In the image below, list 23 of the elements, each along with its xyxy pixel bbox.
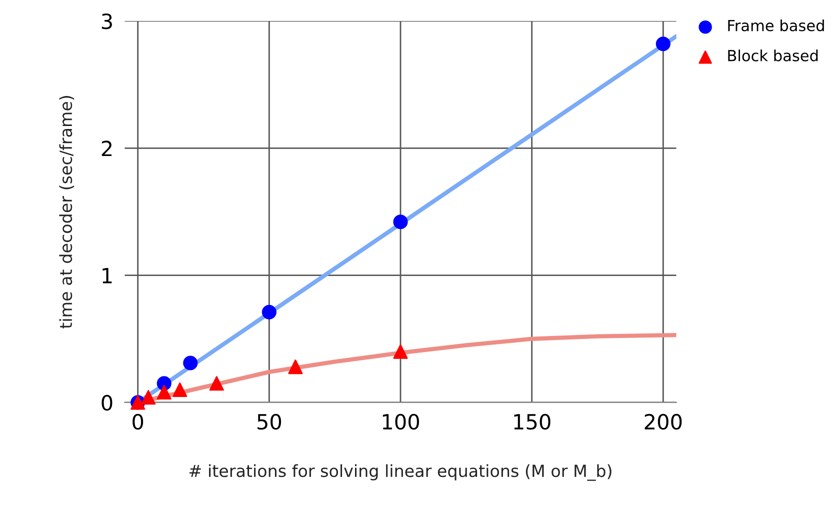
point (656, 36, 670, 52)
legend-label: Frame based (728, 19, 824, 32)
y-tick-label: 3 (102, 13, 112, 30)
point (262, 304, 276, 320)
y-axis-title: time at decoder (sec/frame) (59, 96, 74, 328)
x-tick-label: 150 (514, 414, 550, 430)
point (183, 356, 198, 370)
x-tick-label: 100 (382, 414, 420, 430)
point (141, 390, 156, 405)
x-axis-title: # iterations for solving linear equations (M or M_b) (189, 464, 612, 481)
x-tick-label: 50 (258, 414, 282, 430)
y-tick-label: 2 (102, 140, 112, 156)
point (288, 360, 303, 374)
point (172, 382, 188, 397)
legend-label: Block based (728, 50, 818, 62)
x-tick-label: 0 (132, 414, 144, 430)
point (156, 384, 172, 400)
x-tick-label: 200 (644, 414, 682, 430)
point (393, 214, 408, 230)
point (209, 376, 224, 391)
y-tick-label: 1 (102, 268, 112, 284)
y-tick-label: 0 (102, 394, 112, 411)
point (393, 344, 408, 359)
